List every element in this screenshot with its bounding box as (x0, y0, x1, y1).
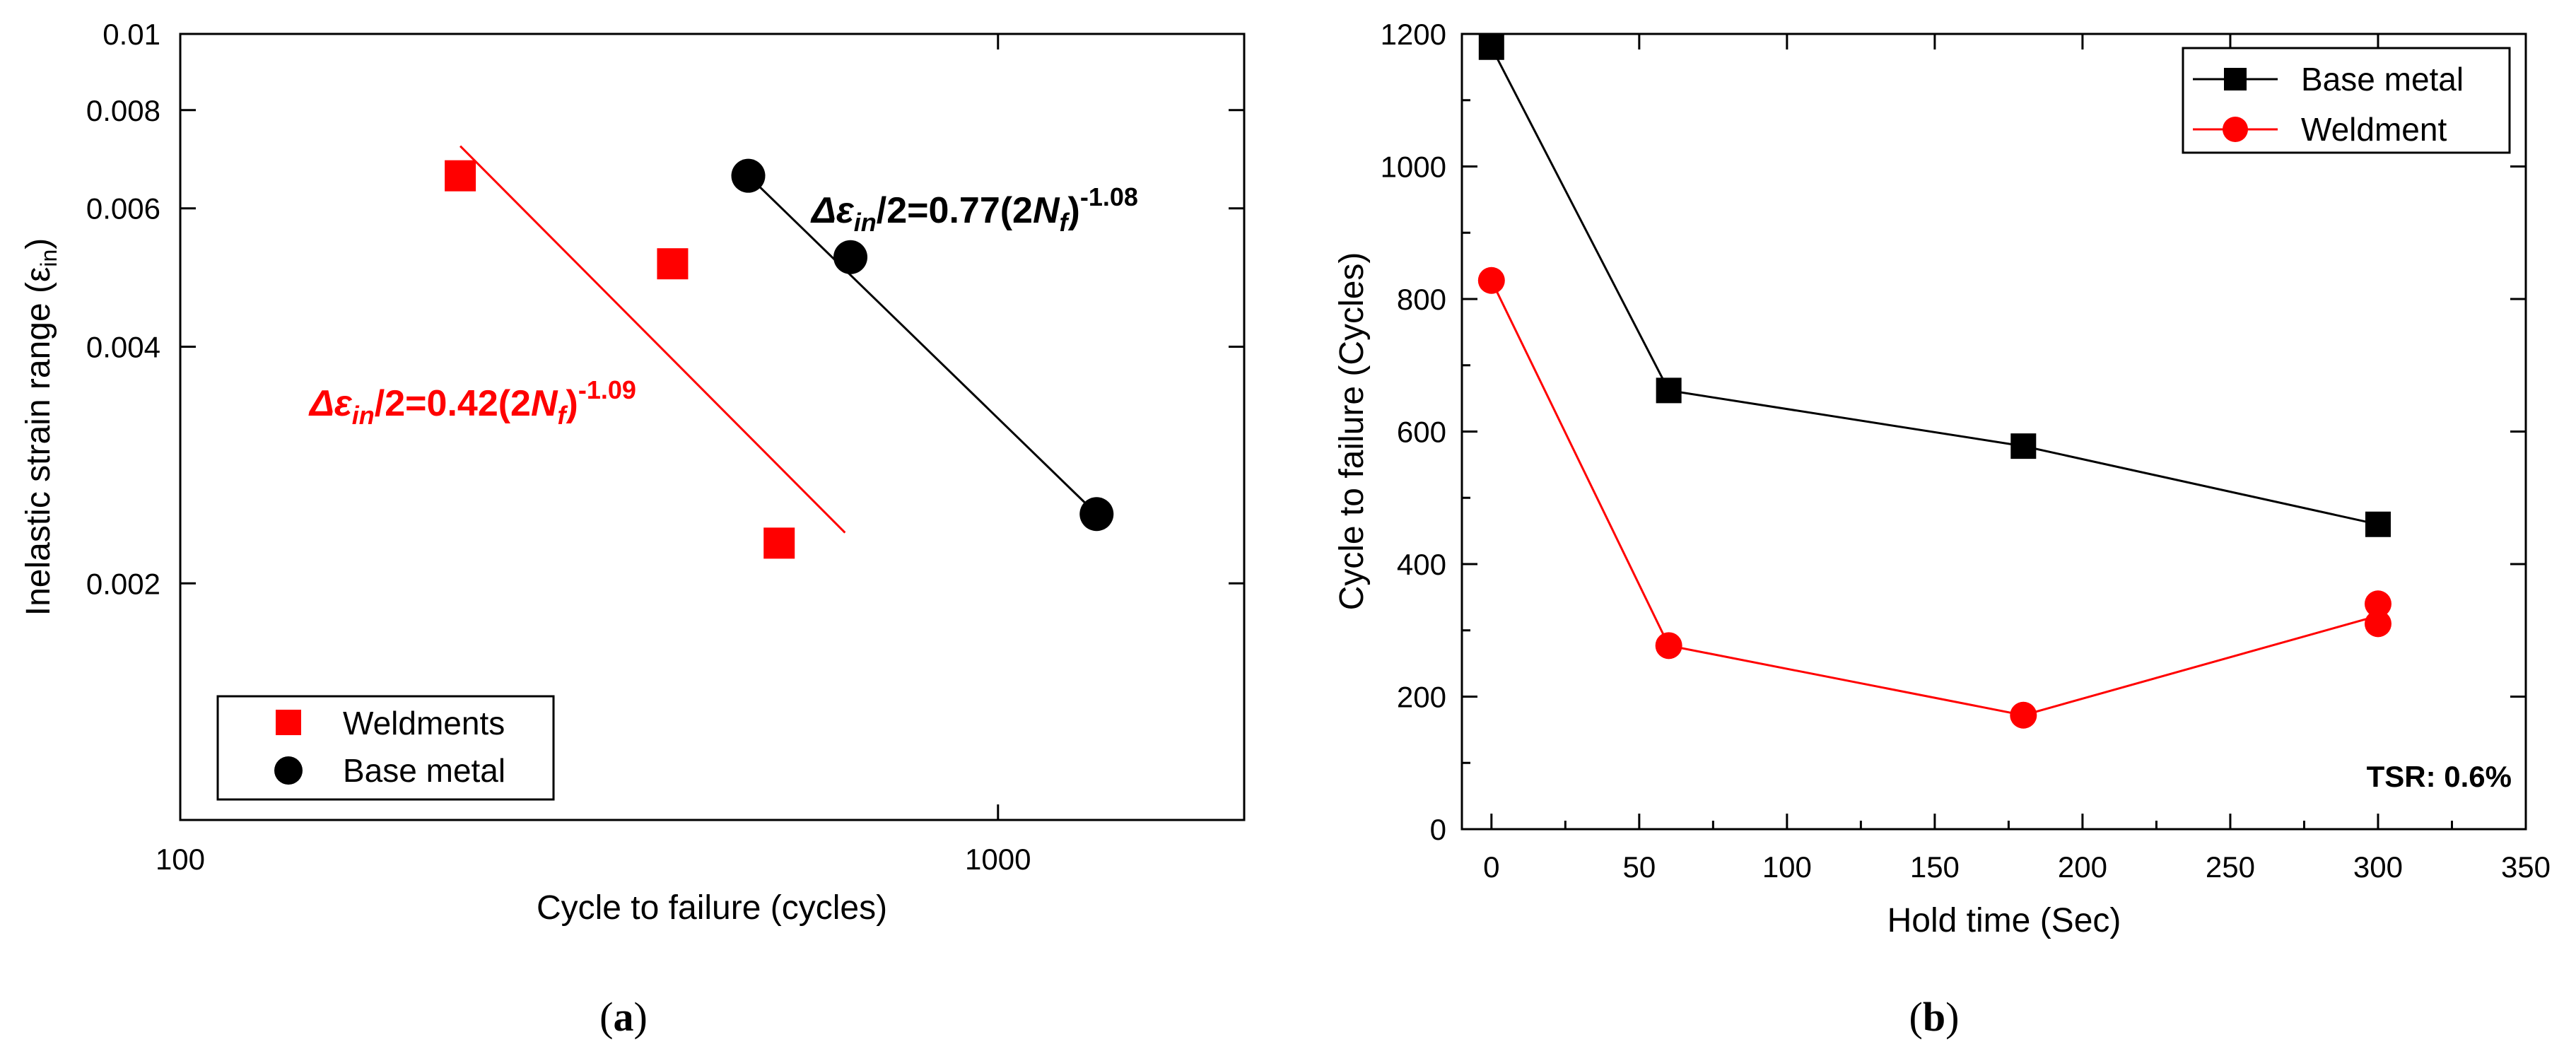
data-point-b-weldment-1 (1655, 632, 1682, 660)
data-point-b-base-metal-3 (2365, 511, 2391, 537)
y-tick-label-a: 0.006 (86, 192, 160, 225)
x-tick-label-a: 1000 (965, 843, 1031, 876)
fit-lines-a (459, 145, 1098, 534)
data-point-b-weldment-3 (2364, 610, 2391, 638)
series-line-base-metal (1490, 47, 2379, 526)
x-tick-label-b: 300 (2353, 850, 2403, 884)
equation-base-metal-prefix: Δε (810, 190, 855, 231)
panel-label-a-open: ( (599, 994, 613, 1040)
y-axis-title-a-sub: in (36, 250, 62, 267)
y-axis-title-a: Inelastic strain range (εin) (20, 238, 62, 616)
x-tick-label-b: 50 (1622, 850, 1656, 884)
panel-label-a-letter: a (614, 994, 634, 1040)
x-tick-label-b: 350 (2501, 850, 2551, 884)
y-tick-label-a: 0.002 (86, 567, 160, 600)
chart-panel-a: 100 1000 0.002 0.004 0.006 0.008 0.01 Cycle to… (20, 18, 1246, 1040)
legend-a-label-base-metal: Base metal (343, 752, 505, 789)
equation-base-metal-exp: -1.08 (1080, 182, 1138, 211)
data-point-weldments-2 (763, 527, 795, 559)
x-tick-label-a: 100 (156, 843, 205, 876)
equation-base-metal-mid: /2=0.77(2 (877, 190, 1033, 231)
legend-a: Weldments Base metal (216, 695, 555, 801)
y-tick-label-b: 400 (1397, 548, 1446, 581)
chart-panel-b: 0 50 100 150 200 250 300 350 0 200 400 600 800 1000 12… (1333, 18, 2551, 1040)
y-tick-label-a: 0.01 (103, 18, 160, 51)
equation-weldments-close: ) (566, 383, 578, 424)
series-line-weldment (1490, 280, 2379, 717)
equation-base-metal-close: ) (1068, 190, 1080, 231)
equation-weldments: Δεin/2=0.42(2Nf)-1.09 (308, 375, 636, 430)
y-tick-label-b: 1000 (1381, 151, 1446, 184)
ticks-a: 100 1000 0.002 0.004 0.006 0.008 0.01 (86, 18, 1244, 876)
data-point-base-metal-1 (833, 240, 868, 274)
y-axis-title-b: Cycle to failure (Cycles) (1333, 252, 1371, 611)
data-point-b-base-metal-1 (1656, 377, 1682, 404)
x-axis-title-b: Hold time (Sec) (1887, 902, 2121, 939)
tsr-annotation: TSR: 0.6% (2367, 760, 2512, 793)
x-tick-label-b: 250 (2206, 850, 2255, 884)
data-point-b-base-metal-2 (2010, 433, 2037, 459)
legend-b-label-weldment: Weldment (2301, 111, 2447, 148)
panel-label-b-close: ) (1945, 994, 1959, 1040)
equation-weldments-exp: -1.09 (578, 375, 636, 404)
equation-base-metal-nsub: f (1060, 208, 1070, 237)
legend-b-marker-weldment (2223, 117, 2248, 142)
equation-base-metal-n: N (1033, 190, 1060, 231)
y-tick-label-b: 0 (1430, 813, 1446, 846)
x-axis-title-a: Cycle to failure (cycles) (537, 889, 887, 927)
y-tick-label-b: 600 (1397, 416, 1446, 449)
equation-base-metal-sub: in (854, 208, 877, 237)
data-point-b-weldment-4 (2364, 590, 2391, 618)
data-point-weldments-1 (657, 248, 689, 280)
panel-label-a: (a) (599, 994, 648, 1040)
equation-weldments-nsub: f (558, 401, 568, 430)
legend-a-label-weldments: Weldments (343, 705, 505, 742)
data-point-base-metal-2 (1079, 497, 1114, 532)
legend-a-marker-base-metal (274, 756, 303, 785)
equation-weldments-prefix: Δε (308, 383, 353, 424)
y-axis-title-a-close: ) (20, 238, 57, 250)
y-tick-label-a: 0.008 (86, 94, 160, 127)
fit-line-base-metal (747, 175, 1098, 515)
equation-weldments-sub: in (352, 401, 375, 430)
panel-label-b-letter: b (1923, 994, 1945, 1040)
x-tick-label-b: 100 (1762, 850, 1812, 884)
x-tick-label-b: 150 (1910, 850, 1960, 884)
plot-frame-a (179, 33, 1246, 821)
data-point-weldments-0 (445, 160, 476, 192)
x-tick-label-b: 0 (1483, 850, 1499, 884)
data-point-b-base-metal-0 (1478, 34, 1504, 60)
data-points-b (1477, 34, 2391, 729)
data-point-b-weldment-0 (1477, 266, 1505, 294)
y-axis-title-a-main: Inelastic strain range (ε (20, 267, 57, 616)
ticks-b: 0 50 100 150 200 250 300 350 0 200 400 600 800 1000 12… (1381, 18, 2551, 884)
equation-weldments-n: N (531, 383, 558, 424)
y-tick-label-b: 1200 (1381, 18, 1446, 51)
x-tick-label-b: 200 (2058, 850, 2107, 884)
legend-b: Base metal Weldment (2182, 47, 2511, 154)
legend-b-label-base-metal: Base metal (2301, 61, 2464, 98)
series-lines-b (1490, 47, 2379, 717)
panel-label-a-close: ) (634, 994, 648, 1040)
equation-weldments-mid: /2=0.42(2 (375, 383, 531, 424)
data-points-a (445, 158, 1114, 559)
fit-line-weldments (459, 145, 846, 534)
data-point-b-weldment-2 (2010, 701, 2037, 729)
y-tick-label-a: 0.004 (86, 331, 160, 364)
data-point-base-metal-0 (731, 158, 766, 193)
panel-label-b: (b) (1909, 994, 1960, 1040)
legend-a-box (216, 695, 555, 801)
y-tick-label-b: 200 (1397, 681, 1446, 714)
legend-b-marker-base-metal (2224, 68, 2247, 90)
legend-a-marker-weldments (276, 710, 301, 735)
y-tick-label-b: 800 (1397, 283, 1446, 316)
equation-base-metal: Δεin/2=0.77(2Nf)-1.08 (810, 182, 1138, 237)
panel-label-b-open: ( (1909, 994, 1923, 1040)
